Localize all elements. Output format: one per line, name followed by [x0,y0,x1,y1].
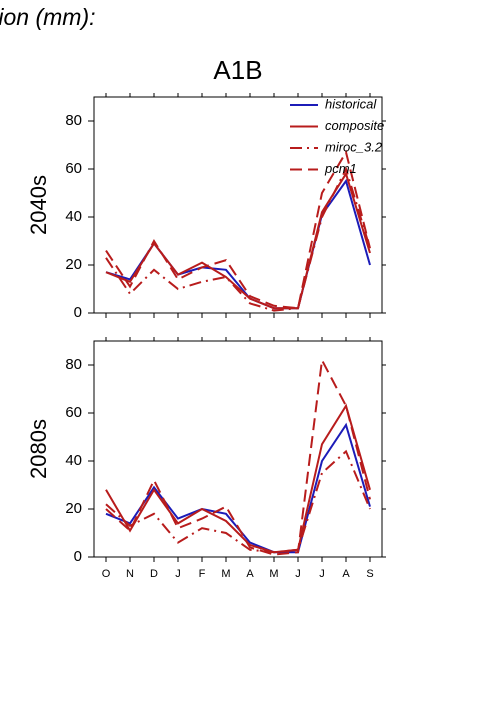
y-tick-label: 20 [65,500,82,517]
y-tick-label: 20 [65,256,82,273]
x-tick-label: S [366,568,373,580]
x-tick-label: J [295,568,301,580]
y-tick-label: 80 [65,356,82,373]
y-tick-label: 0 [74,304,82,321]
y-tick-label: 40 [65,208,82,225]
header: tion (mm): [0,4,96,30]
data-line [105,166,371,312]
x-tick-label: J [319,568,325,580]
legend-label: miroc_3.2 [325,139,383,154]
plot-frame [93,96,383,314]
data-line [105,403,371,554]
x-tick-label: F [199,568,206,580]
x-tick-label: J [175,568,181,580]
data-line [105,171,371,310]
x-tick-label: M [221,568,230,580]
chart-title: A1B [213,55,262,85]
legend-label: historical [325,96,377,111]
y-tick-label: 80 [65,112,82,129]
x-tick-label: M [269,568,278,580]
data-line [105,449,371,554]
data-line [105,356,371,556]
y-tick-label: 60 [65,160,82,177]
y-tick-label: 60 [65,404,82,421]
x-tick-label: N [126,568,134,580]
x-tick-label: O [102,568,111,580]
legend-label: pcm1 [324,161,357,176]
y-tick-label: 0 [74,548,82,565]
x-tick-label: A [246,568,254,580]
x-tick-label: A [342,568,350,580]
y-tick-label: 40 [65,452,82,469]
plot-frame [93,340,383,558]
x-tick-label: D [150,568,158,580]
y-axis-label: 2080s [26,419,51,479]
y-axis-label: 2040s [26,175,51,235]
legend-label: composite [325,118,384,133]
